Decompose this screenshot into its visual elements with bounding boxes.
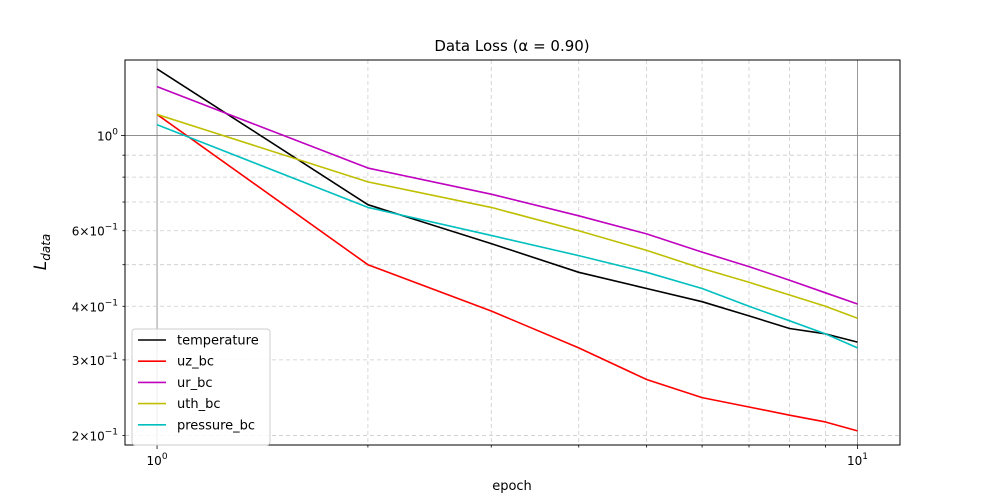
y-tick-label-exp: −1 — [105, 352, 118, 362]
x-tick-label: 101 — [847, 452, 868, 468]
y-tick-label-exp: −1 — [105, 427, 118, 437]
y-axis-label-main: L — [31, 261, 51, 270]
axes-frame — [124, 59, 901, 446]
legend-label-pressure_bc: pressure_bc — [177, 418, 255, 433]
y-tick-label-exp: −1 — [105, 223, 118, 233]
legend-label-temperature: temperature — [177, 334, 259, 349]
x-tick-label-base: 10 — [147, 454, 162, 468]
y-tick-label-mantissa: 2× — [72, 429, 90, 443]
legend-box — [131, 328, 271, 446]
y-tick-label-base: 10 — [89, 429, 104, 443]
y-tick-label-base: 10 — [97, 130, 112, 144]
y-tick-label-exp: 0 — [112, 128, 118, 138]
x-tick-label-exp: 0 — [162, 452, 168, 462]
y-tick-label-mantissa: 6× — [72, 225, 90, 239]
y-tick-label: 100 — [97, 128, 118, 144]
x-tick-label-exp: 1 — [862, 452, 868, 462]
y-tick-label-base: 10 — [89, 300, 104, 314]
y-axis-label: Ldata — [31, 234, 53, 271]
y-tick-label-mantissa: 3× — [72, 354, 90, 368]
y-axis-label-sub: data — [39, 234, 53, 261]
series-line-pressure_bc — [156, 123, 858, 349]
y-tick-label-exp: −1 — [105, 298, 118, 308]
x-tick-label: 100 — [147, 452, 168, 468]
series-line-temperature — [156, 68, 858, 343]
x-axis-label: epoch — [492, 479, 532, 494]
y-tick-label: 6×10−1 — [72, 223, 118, 239]
legend-label-uth_bc: uth_bc — [177, 397, 220, 412]
grid — [125, 60, 900, 445]
y-tick-label: 2×10−1 — [72, 427, 118, 443]
series-line-uth_bc — [156, 113, 858, 320]
legend-label-ur_bc: ur_bc — [177, 376, 212, 391]
y-tick-label: 4×10−1 — [72, 298, 118, 314]
series-lines — [156, 68, 858, 432]
legend-label-uz_bc: uz_bc — [177, 355, 214, 370]
x-tick-label-base: 10 — [847, 454, 862, 468]
chart-title: Data Loss (α = 0.90) — [434, 37, 589, 55]
y-tick-label-base: 10 — [89, 354, 104, 368]
legend: temperature uz_bc ur_bc uth_bc pressure_bc — [131, 328, 271, 446]
y-tick-label-mantissa: 4× — [72, 300, 90, 314]
series-line-ur_bc — [156, 85, 858, 305]
series-line-uz_bc — [156, 113, 858, 432]
y-tick-label-base: 10 — [89, 225, 104, 239]
y-tick-label: 3×10−1 — [72, 352, 118, 368]
